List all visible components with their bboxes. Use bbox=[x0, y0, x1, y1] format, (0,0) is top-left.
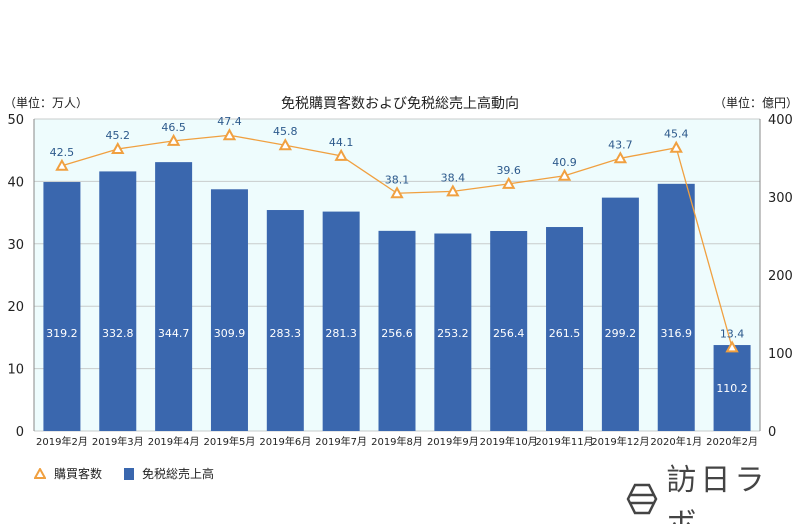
bar-data-label: 309.9 bbox=[214, 327, 246, 340]
bar-data-label: 283.3 bbox=[270, 327, 302, 340]
right-tick-label: 0 bbox=[768, 425, 776, 440]
bar-data-label: 256.6 bbox=[381, 327, 413, 340]
x-tick-label: 2019年2月 bbox=[36, 435, 88, 448]
bar-data-label: 256.4 bbox=[493, 327, 525, 340]
line-marker bbox=[278, 138, 293, 151]
x-tick-label: 2019年7月 bbox=[315, 435, 367, 448]
bar-data-label: 110.2 bbox=[716, 382, 748, 395]
x-tick-label: 2019年9月 bbox=[427, 435, 479, 448]
bar bbox=[155, 162, 193, 431]
right-tick-label: 200 bbox=[768, 269, 793, 284]
line-marker bbox=[501, 176, 516, 189]
logo-icon bbox=[626, 483, 658, 515]
bar bbox=[378, 230, 416, 431]
bar bbox=[99, 171, 137, 431]
chart-title: 免税購買客数および免税総売上高動向 bbox=[281, 96, 519, 112]
triangle-icon bbox=[34, 467, 46, 479]
line-data-label: 40.9 bbox=[552, 156, 577, 169]
x-tick-label: 2019年8月 bbox=[371, 435, 423, 448]
line-data-label: 46.5 bbox=[161, 121, 186, 134]
left-axis-unit: （単位：万人） bbox=[4, 96, 89, 110]
line-data-label: 44.1 bbox=[329, 136, 354, 149]
logo: 訪日ラボ bbox=[625, 455, 800, 524]
bar bbox=[713, 345, 751, 431]
right-axis-unit: （単位：億円） bbox=[713, 96, 798, 110]
line-marker bbox=[55, 158, 69, 171]
bar-data-label: 319.2 bbox=[46, 327, 78, 340]
line-marker bbox=[613, 151, 628, 164]
square-icon bbox=[124, 467, 134, 480]
line-marker bbox=[334, 148, 348, 161]
x-tick-label: 2019年3月 bbox=[92, 435, 144, 448]
bar bbox=[43, 182, 81, 431]
bar-data-label: 332.8 bbox=[102, 327, 134, 340]
bar-data-label: 344.7 bbox=[158, 327, 190, 340]
bar-data-label: 281.3 bbox=[325, 327, 357, 340]
right-tick-label: 400 bbox=[768, 113, 793, 128]
bar-data-label: 261.5 bbox=[549, 327, 581, 340]
x-tick-label: 2020年2月 bbox=[706, 435, 758, 448]
line-marker bbox=[111, 141, 125, 154]
line-marker bbox=[669, 140, 683, 153]
left-tick-label: 10 bbox=[7, 363, 24, 378]
legend-item-bar: 免税総売上高 bbox=[124, 465, 214, 482]
right-tick-label: 100 bbox=[768, 347, 793, 362]
legend-label: 購買客数 bbox=[54, 467, 103, 481]
bar bbox=[210, 189, 248, 431]
bar-data-label: 299.2 bbox=[605, 327, 637, 340]
left-tick-label: 0 bbox=[16, 425, 24, 440]
line-data-label: 47.4 bbox=[217, 115, 242, 128]
line-marker bbox=[725, 340, 739, 353]
legend-item-line: 購買客数 bbox=[34, 465, 102, 482]
left-tick-label: 50 bbox=[7, 113, 24, 128]
legend-label: 免税総売上高 bbox=[142, 467, 215, 481]
line-data-label: 45.8 bbox=[273, 125, 298, 138]
line-data-label: 13.4 bbox=[720, 327, 745, 340]
x-tick-label: 2019年4月 bbox=[148, 435, 200, 448]
logo-text: 訪日ラボ bbox=[666, 463, 769, 524]
left-tick-label: 20 bbox=[7, 300, 24, 315]
bar bbox=[546, 227, 584, 431]
x-tick-label: 2019年6月 bbox=[259, 435, 311, 448]
bar bbox=[266, 210, 304, 431]
line-data-label: 45.2 bbox=[106, 129, 131, 142]
line-marker bbox=[166, 133, 181, 146]
left-tick-label: 40 bbox=[7, 175, 24, 190]
line-data-label: 39.6 bbox=[496, 164, 521, 177]
x-tick-label: 2019年5月 bbox=[204, 435, 256, 448]
line-data-label: 38.1 bbox=[385, 173, 410, 186]
line-marker bbox=[446, 184, 460, 197]
x-tick-label: 2019年12月 bbox=[591, 435, 649, 448]
line-marker bbox=[390, 186, 404, 199]
line-data-label: 45.4 bbox=[664, 128, 689, 141]
line-data-label: 38.4 bbox=[441, 171, 466, 184]
bar bbox=[601, 197, 639, 431]
x-tick-label: 2019年11月 bbox=[535, 435, 593, 448]
bar bbox=[657, 183, 695, 431]
bar bbox=[322, 211, 360, 431]
line-marker bbox=[557, 168, 572, 181]
x-tick-label: 2020年1月 bbox=[650, 435, 702, 448]
right-tick-label: 300 bbox=[768, 191, 793, 206]
bar bbox=[490, 231, 528, 431]
line-data-label: 42.5 bbox=[50, 146, 75, 159]
x-tick-label: 2019年10月 bbox=[480, 435, 538, 448]
bar-data-label: 253.2 bbox=[437, 327, 469, 340]
bar-data-label: 316.9 bbox=[660, 327, 692, 340]
bar bbox=[434, 233, 472, 431]
left-tick-label: 30 bbox=[7, 238, 24, 253]
line-marker bbox=[222, 128, 237, 141]
line-data-label: 43.7 bbox=[608, 138, 633, 151]
